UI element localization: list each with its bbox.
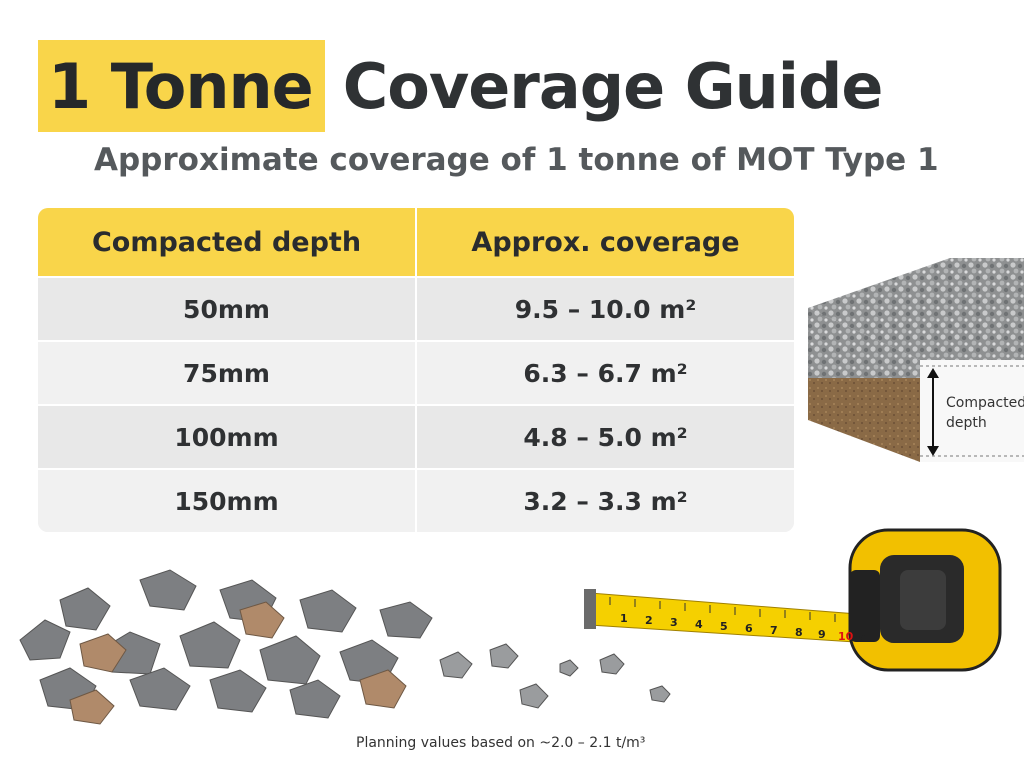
- tape-number: 4: [695, 618, 703, 631]
- tape-number: 3: [670, 616, 678, 629]
- tape-number: 8: [795, 626, 803, 639]
- compacted-depth-label: Compacted depth: [946, 395, 1024, 431]
- coverage-cell: 4.8 – 5.0 m²: [415, 406, 794, 468]
- subtitle: Approximate coverage of 1 tonne of MOT T…: [94, 142, 939, 178]
- coverage-table: Compacted depth Approx. coverage 50mm 9.…: [38, 208, 794, 532]
- tape-number: 9: [818, 628, 826, 641]
- depth-cell: 75mm: [183, 358, 270, 388]
- tape-number: 7: [770, 624, 778, 637]
- title: 1 Tonne Coverage Guide: [38, 38, 884, 134]
- table-row: 75mm 6.3 – 6.7 m²: [38, 340, 794, 404]
- tape-number: 6: [745, 622, 753, 635]
- depth-cell: 100mm: [174, 422, 279, 452]
- title-rest: Coverage Guide: [342, 49, 884, 123]
- footer-note: Planning values based on ~2.0 – 2.1 t/m³: [356, 735, 646, 751]
- coverage-cell: 6.3 – 6.7 m²: [415, 342, 794, 404]
- tape-number: 10: [838, 630, 854, 643]
- gravel-pile-illustration: [19, 569, 671, 725]
- table-header: Compacted depth Approx. coverage: [38, 208, 794, 276]
- header-coverage: Approx. coverage: [415, 208, 794, 276]
- depth-cell: 150mm: [174, 486, 279, 516]
- tape-number: 1: [620, 612, 628, 625]
- tape-measure-illustration: [584, 528, 1002, 672]
- table-row: 100mm 4.8 – 5.0 m²: [38, 404, 794, 468]
- table-row: 50mm 9.5 – 10.0 m²: [38, 276, 794, 340]
- coverage-cell: 9.5 – 10.0 m²: [415, 278, 794, 340]
- header-depth: Compacted depth: [91, 226, 362, 258]
- table-row: 150mm 3.2 – 3.3 m²: [38, 468, 794, 532]
- title-highlight: 1 Tonne: [38, 40, 325, 132]
- gravel-sample-illustration: [808, 258, 1024, 462]
- depth-cell: 50mm: [183, 294, 270, 324]
- tape-number: 8: [858, 631, 866, 644]
- tape-number: 5: [720, 620, 728, 633]
- coverage-cell: 3.2 – 3.3 m²: [415, 470, 794, 532]
- tape-number: 2: [645, 614, 653, 627]
